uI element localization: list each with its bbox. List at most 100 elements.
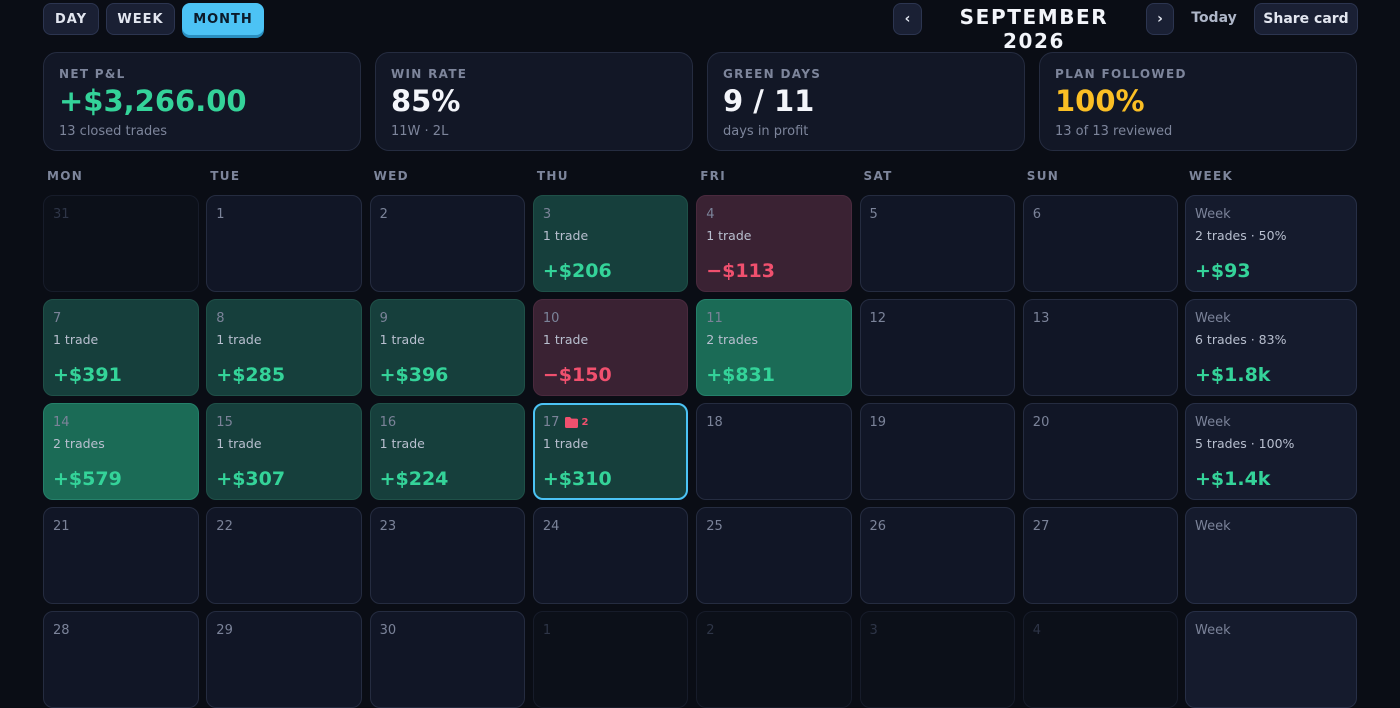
day-header: 20 bbox=[1033, 414, 1178, 430]
day-header: 4 bbox=[706, 206, 851, 222]
day-header: 7 bbox=[53, 310, 198, 326]
day-cell[interactable]: 1 bbox=[532, 611, 689, 708]
day-cell[interactable]: 23 bbox=[369, 507, 526, 604]
weekday-header: FRI bbox=[700, 169, 726, 183]
day-number: 11 bbox=[706, 310, 723, 326]
day-cell[interactable]: 20 bbox=[1022, 403, 1179, 500]
stat-card: GREEN DAYS 9 / 11 days in profit bbox=[707, 52, 1025, 151]
day-header: 13 bbox=[1033, 310, 1178, 326]
day-header: 29 bbox=[216, 622, 361, 638]
week-header: Week bbox=[1195, 518, 1356, 534]
day-header: 25 bbox=[706, 518, 851, 534]
stat-subtext: 13 closed trades bbox=[59, 124, 167, 139]
next-month-button[interactable]: › bbox=[1146, 3, 1174, 35]
day-pnl: +$391 bbox=[53, 364, 122, 386]
trade-count: 1 trade bbox=[379, 436, 425, 451]
day-number: 1 bbox=[542, 622, 552, 638]
day-number: 16 bbox=[379, 414, 397, 430]
day-header: 1 bbox=[543, 622, 688, 638]
day-cell[interactable]: 15 1 trade +$307 bbox=[206, 403, 362, 500]
day-header: 8 bbox=[216, 310, 361, 326]
day-header: 3 bbox=[870, 622, 1015, 638]
day-cell[interactable]: 31 bbox=[43, 195, 199, 292]
day-cell[interactable]: 11 2 trades +$831 bbox=[696, 299, 852, 396]
day-cell[interactable]: 2 bbox=[696, 611, 852, 708]
day-cell[interactable]: 21 bbox=[43, 507, 199, 604]
view-tab[interactable]: DAY bbox=[43, 3, 99, 35]
day-header: 12 bbox=[870, 310, 1015, 326]
week-summary: Week 2 trades · 50% +$93 bbox=[1185, 195, 1357, 292]
day-cell[interactable]: 4 1 trade −$113 bbox=[696, 195, 852, 292]
day-cell[interactable]: 7 1 trade +$391 bbox=[43, 299, 199, 396]
day-pnl: +$224 bbox=[379, 468, 449, 490]
day-number: 24 bbox=[542, 518, 560, 534]
week-label: Week bbox=[1195, 518, 1231, 534]
prev-month-button[interactable]: ‹ bbox=[893, 3, 922, 35]
day-cell[interactable]: 6 bbox=[1022, 195, 1179, 292]
day-cell[interactable]: 10 1 trade −$150 bbox=[532, 299, 689, 396]
day-header: 1 bbox=[216, 206, 361, 222]
day-number: 2 bbox=[379, 206, 388, 222]
day-number: 4 bbox=[1032, 622, 1042, 638]
day-number: 18 bbox=[706, 414, 723, 430]
stat-label: PLAN FOLLOWED bbox=[1055, 67, 1187, 81]
day-header: 21 bbox=[53, 518, 198, 534]
day-number: 12 bbox=[869, 310, 887, 326]
stat-subtext: 13 of 13 reviewed bbox=[1055, 124, 1173, 139]
day-cell[interactable]: 3 bbox=[859, 611, 1015, 708]
week-header: Week bbox=[1195, 310, 1356, 326]
day-header: 16 bbox=[380, 414, 525, 430]
day-number: 31 bbox=[53, 206, 70, 222]
weekday-header: WEEK bbox=[1189, 169, 1234, 183]
day-cell[interactable]: 14 2 trades +$579 bbox=[43, 403, 199, 500]
day-header: 18 bbox=[706, 414, 851, 430]
day-cell[interactable]: 1 bbox=[206, 195, 362, 292]
day-pnl: +$206 bbox=[542, 260, 612, 282]
day-cell[interactable]: 22 bbox=[206, 507, 362, 604]
day-cell[interactable]: 29 bbox=[206, 611, 362, 708]
day-cell[interactable]: 9 1 trade +$396 bbox=[369, 299, 526, 396]
week-label: Week bbox=[1195, 310, 1231, 326]
day-cell[interactable]: 19 bbox=[859, 403, 1015, 500]
day-cell[interactable]: 17 2 1 trade +$310 bbox=[532, 403, 689, 500]
day-number: 17 bbox=[542, 414, 560, 430]
trade-count: 1 trade bbox=[53, 332, 99, 347]
day-header: 15 bbox=[216, 414, 361, 430]
day-cell[interactable]: 28 bbox=[43, 611, 199, 708]
week-header: Week bbox=[1195, 414, 1356, 430]
day-cell[interactable]: 13 bbox=[1022, 299, 1179, 396]
day-cell[interactable]: 4 bbox=[1022, 611, 1179, 708]
day-header: 4 bbox=[1033, 622, 1178, 638]
day-number: 13 bbox=[1032, 310, 1050, 326]
view-tab[interactable]: WEEK bbox=[106, 3, 175, 35]
day-cell[interactable]: 5 bbox=[859, 195, 1015, 292]
day-number: 4 bbox=[706, 206, 715, 222]
day-cell[interactable]: 18 bbox=[696, 403, 852, 500]
day-cell[interactable]: 2 bbox=[369, 195, 526, 292]
day-cell[interactable]: 30 bbox=[369, 611, 526, 708]
day-header: 30 bbox=[380, 622, 525, 638]
notes-badge: 2 bbox=[565, 416, 589, 428]
week-summary: Week bbox=[1185, 507, 1357, 604]
trading-calendar: DAY WEEK MONTH ‹ SEPTEMBER 2026 › Today Share c… bbox=[43, 3, 1358, 708]
day-cell[interactable]: 16 1 trade +$224 bbox=[369, 403, 526, 500]
day-cell[interactable]: 25 bbox=[696, 507, 852, 604]
day-cell[interactable]: 24 bbox=[532, 507, 689, 604]
day-cell[interactable]: 27 bbox=[1022, 507, 1179, 604]
day-cell[interactable]: 12 bbox=[859, 299, 1015, 396]
day-number: 30 bbox=[379, 622, 397, 638]
day-cell[interactable]: 8 1 trade +$285 bbox=[206, 299, 362, 396]
day-header: 28 bbox=[53, 622, 198, 638]
view-tab[interactable]: MONTH bbox=[182, 3, 264, 35]
today-button[interactable]: Today bbox=[1191, 10, 1237, 26]
day-cell[interactable]: 26 bbox=[859, 507, 1015, 604]
share-card-button[interactable]: Share card bbox=[1254, 3, 1358, 35]
week-label: Week bbox=[1195, 206, 1231, 222]
day-header: 22 bbox=[216, 518, 361, 534]
notes-count: 2 bbox=[581, 416, 589, 428]
day-number: 22 bbox=[216, 518, 233, 534]
day-number: 29 bbox=[216, 622, 233, 638]
stat-value: 9 / 11 bbox=[723, 84, 815, 118]
day-cell[interactable]: 3 1 trade +$206 bbox=[532, 195, 689, 292]
day-number: 8 bbox=[216, 310, 225, 326]
